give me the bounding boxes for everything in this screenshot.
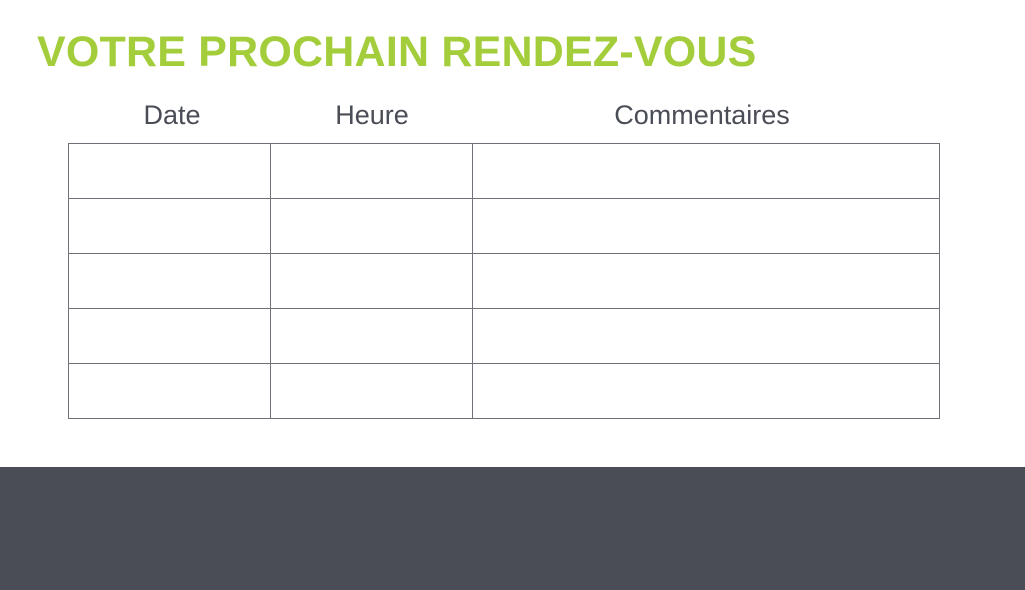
table-row xyxy=(68,308,940,364)
column-header-date: Date xyxy=(143,100,201,130)
heure-cell[interactable] xyxy=(270,253,473,309)
date-cell[interactable] xyxy=(68,363,271,419)
commentaires-cell[interactable] xyxy=(472,198,940,254)
date-cell[interactable] xyxy=(68,143,271,199)
date-cell[interactable] xyxy=(68,308,271,364)
table-row xyxy=(68,198,940,254)
date-cell[interactable] xyxy=(68,198,271,254)
commentaires-cell[interactable] xyxy=(472,143,940,199)
heure-cell[interactable] xyxy=(270,363,473,419)
appointment-table xyxy=(68,143,940,419)
table-row xyxy=(68,363,940,419)
commentaires-cell[interactable] xyxy=(472,363,940,419)
page-title: VOTRE PROCHAIN RENDEZ-VOUS xyxy=(37,28,757,76)
column-header-commentaires: Commentaires xyxy=(614,100,790,130)
date-cell[interactable] xyxy=(68,253,271,309)
heure-cell[interactable] xyxy=(270,308,473,364)
column-header-heure: Heure xyxy=(335,100,409,130)
table-row xyxy=(68,143,940,199)
commentaires-cell[interactable] xyxy=(472,253,940,309)
commentaires-cell[interactable] xyxy=(472,308,940,364)
table-row xyxy=(68,253,940,309)
footer-band xyxy=(0,467,1025,590)
heure-cell[interactable] xyxy=(270,143,473,199)
heure-cell[interactable] xyxy=(270,198,473,254)
